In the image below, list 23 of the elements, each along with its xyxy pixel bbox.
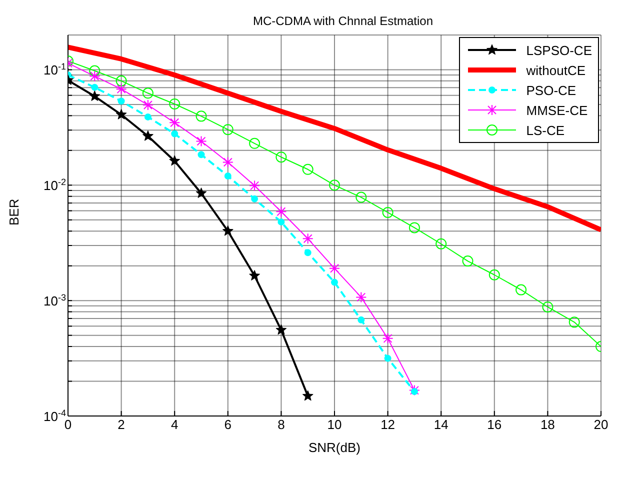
x-axis-title: SNR(dB) bbox=[308, 440, 361, 455]
x-tick-label: 14 bbox=[434, 417, 448, 432]
x-tick-label: 4 bbox=[170, 417, 178, 432]
x-tick-label: 12 bbox=[380, 417, 396, 432]
y-tick-label: 10$^{-3}$ bbox=[44, 292, 66, 309]
x-tick-label: 10 bbox=[327, 417, 342, 432]
y-axis-title: BER bbox=[6, 198, 22, 226]
x-tick-label: 6 bbox=[224, 417, 232, 432]
chart-title: MC-CDMA with Chnnal Estmation bbox=[252, 14, 434, 28]
y-tick-label: 10$^{-4}$ bbox=[44, 408, 66, 424]
x-tick-label: 0 bbox=[64, 417, 72, 432]
legend-label: MMSE-CE bbox=[526, 102, 588, 118]
legend-label: PSO-CE bbox=[526, 82, 576, 98]
y-tick-label: 10$^{-2}$ bbox=[44, 177, 66, 194]
legend-label: LS-CE bbox=[526, 122, 565, 138]
x-tick-label: 20 bbox=[594, 417, 608, 432]
x-tick-label: 8 bbox=[278, 417, 285, 432]
y-tick-label: 10$^{-1}$ bbox=[44, 62, 66, 78]
x-tick-label: 18 bbox=[540, 417, 555, 432]
x-tick-label: 16 bbox=[487, 417, 502, 432]
legend-label: LSPSO-CE bbox=[526, 42, 592, 58]
x-tick-label: 2 bbox=[118, 417, 125, 432]
legend-label: withoutCE bbox=[526, 62, 586, 78]
